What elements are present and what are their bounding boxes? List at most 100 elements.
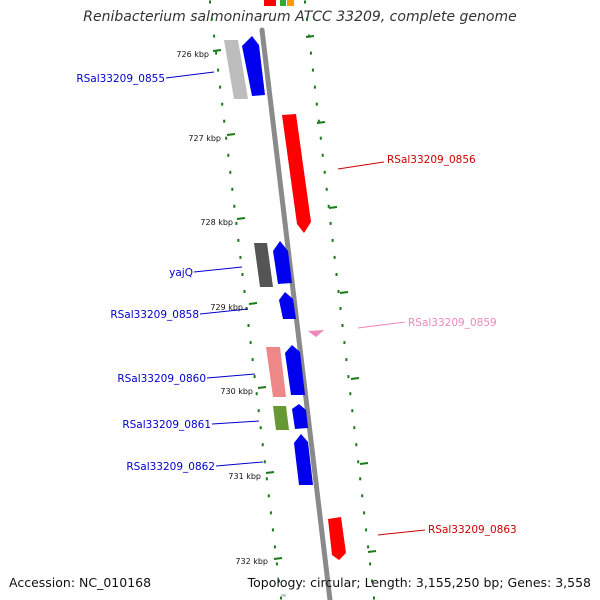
tick-dot <box>309 51 312 55</box>
major-tick <box>273 557 283 560</box>
gene-labels[interactable]: RSal33209_0855 RSal33209_0856 yajQ RSal3… <box>76 73 516 536</box>
gene-label[interactable]: RSal33209_0859 <box>408 317 497 329</box>
tick-dot <box>227 153 230 157</box>
accession-text: Accession: NC_010168 <box>9 575 152 590</box>
major-tick <box>236 217 246 220</box>
gene-features[interactable] <box>224 36 346 560</box>
minor-tick <box>316 121 326 124</box>
tick-dot <box>331 238 334 242</box>
tick-dot <box>311 68 314 72</box>
tick-dot <box>271 528 274 532</box>
tick-dot <box>221 102 224 106</box>
tick-dot <box>275 562 278 566</box>
gene-rsal33209-0863[interactable] <box>328 517 346 560</box>
map-title: Renibacterium salmoninarum ATCC 33209, c… <box>83 9 517 25</box>
gene-rsal33209-0858[interactable] <box>279 292 296 319</box>
tick-dot <box>369 562 372 566</box>
tick-dot <box>321 153 324 157</box>
tick-dot <box>257 409 260 413</box>
tick-dot <box>343 341 346 345</box>
tick-dot <box>306 17 308 21</box>
minor-tick <box>339 291 349 294</box>
tick-label: 727 kbp <box>188 134 221 143</box>
gene-rsal33209-0862[interactable] <box>294 434 313 485</box>
tick-dot <box>319 136 322 140</box>
tick-dot <box>217 68 220 72</box>
tick-dot <box>333 255 336 259</box>
tick-dot <box>373 596 375 600</box>
tick-dot <box>241 273 244 276</box>
tick-dot <box>351 409 354 413</box>
tick-dot <box>280 596 282 600</box>
minor-tick <box>359 462 369 465</box>
tick-dot <box>345 358 348 362</box>
gene-label[interactable]: RSal33209_0861 <box>122 419 211 431</box>
gene-label[interactable]: RSal33209_0862 <box>126 461 215 473</box>
tick-label: 729 kbp <box>210 303 243 312</box>
major-tick <box>265 471 275 474</box>
gene-label[interactable]: yajQ <box>169 267 193 279</box>
gene-rsal33209-0856[interactable] <box>282 114 311 233</box>
gene-label[interactable]: RSal33209_0860 <box>117 373 206 385</box>
gene-label[interactable]: RSal33209_0855 <box>76 73 165 85</box>
gene-rsal33209-0860[interactable] <box>266 345 305 397</box>
tick-labels: 726 kbp 727 kbp 728 kbp 729 kbp 730 kbp … <box>176 50 268 566</box>
tick-dot <box>363 511 366 515</box>
minor-tick <box>367 550 377 553</box>
gene-rsal33209-0855[interactable] <box>224 36 265 99</box>
tick-dot <box>349 392 352 396</box>
major-tick <box>212 49 222 52</box>
tick-dot <box>239 255 242 259</box>
tick-label: 730 kbp <box>220 387 253 396</box>
tick-dot <box>357 460 360 464</box>
tick-dot <box>371 579 373 583</box>
tick-dot <box>225 136 228 140</box>
tick-dot <box>215 51 218 55</box>
gene-label[interactable]: RSal33209_0858 <box>110 309 199 321</box>
tick-dot <box>209 0 211 4</box>
label-leaders <box>165 71 426 536</box>
scale-ticks <box>212 35 377 560</box>
tick-dot <box>329 221 332 225</box>
tick-dot <box>267 494 270 498</box>
tick-dot <box>367 545 370 549</box>
tick-dot <box>261 443 264 447</box>
tick-dot <box>269 511 272 515</box>
tick-dot <box>211 17 213 21</box>
tick-dot <box>313 85 316 89</box>
tick-dot <box>317 119 320 123</box>
top-feature-fragments <box>264 0 294 6</box>
tick-dot <box>273 545 276 549</box>
tick-dot <box>247 324 250 327</box>
tick-dot <box>235 221 238 225</box>
tick-dot <box>253 375 256 379</box>
genome-summary: Topology: circular; Length: 3,155,250 bp… <box>247 575 591 590</box>
tick-dot <box>337 290 340 293</box>
tick-dot <box>229 170 232 174</box>
tick-dot <box>361 494 364 498</box>
tick-dot <box>249 341 252 345</box>
tick-dot <box>323 170 326 174</box>
major-tick <box>257 386 267 389</box>
gene-yajq[interactable] <box>254 241 292 287</box>
gene-rsal33209-0859[interactable] <box>308 330 324 337</box>
tick-label: 732 kbp <box>235 557 268 566</box>
tick-dot <box>359 477 362 481</box>
tick-dot <box>278 579 280 583</box>
genome-backbone <box>259 27 333 600</box>
tick-dot <box>223 119 226 123</box>
tick-dot <box>213 34 216 38</box>
major-tick <box>226 133 236 136</box>
gene-label[interactable]: RSal33209_0856 <box>387 154 476 166</box>
tick-dot <box>365 528 368 532</box>
minor-tick <box>305 35 315 38</box>
tick-dots <box>209 0 375 600</box>
tick-dot <box>251 358 254 362</box>
tick-label: 731 kbp <box>228 472 261 481</box>
minor-tick <box>350 377 360 380</box>
gene-label[interactable]: RSal33209_0863 <box>428 524 517 536</box>
tick-dot <box>341 324 344 327</box>
gene-rsal33209-0861[interactable] <box>273 404 308 430</box>
tick-label: 726 kbp <box>176 50 209 59</box>
